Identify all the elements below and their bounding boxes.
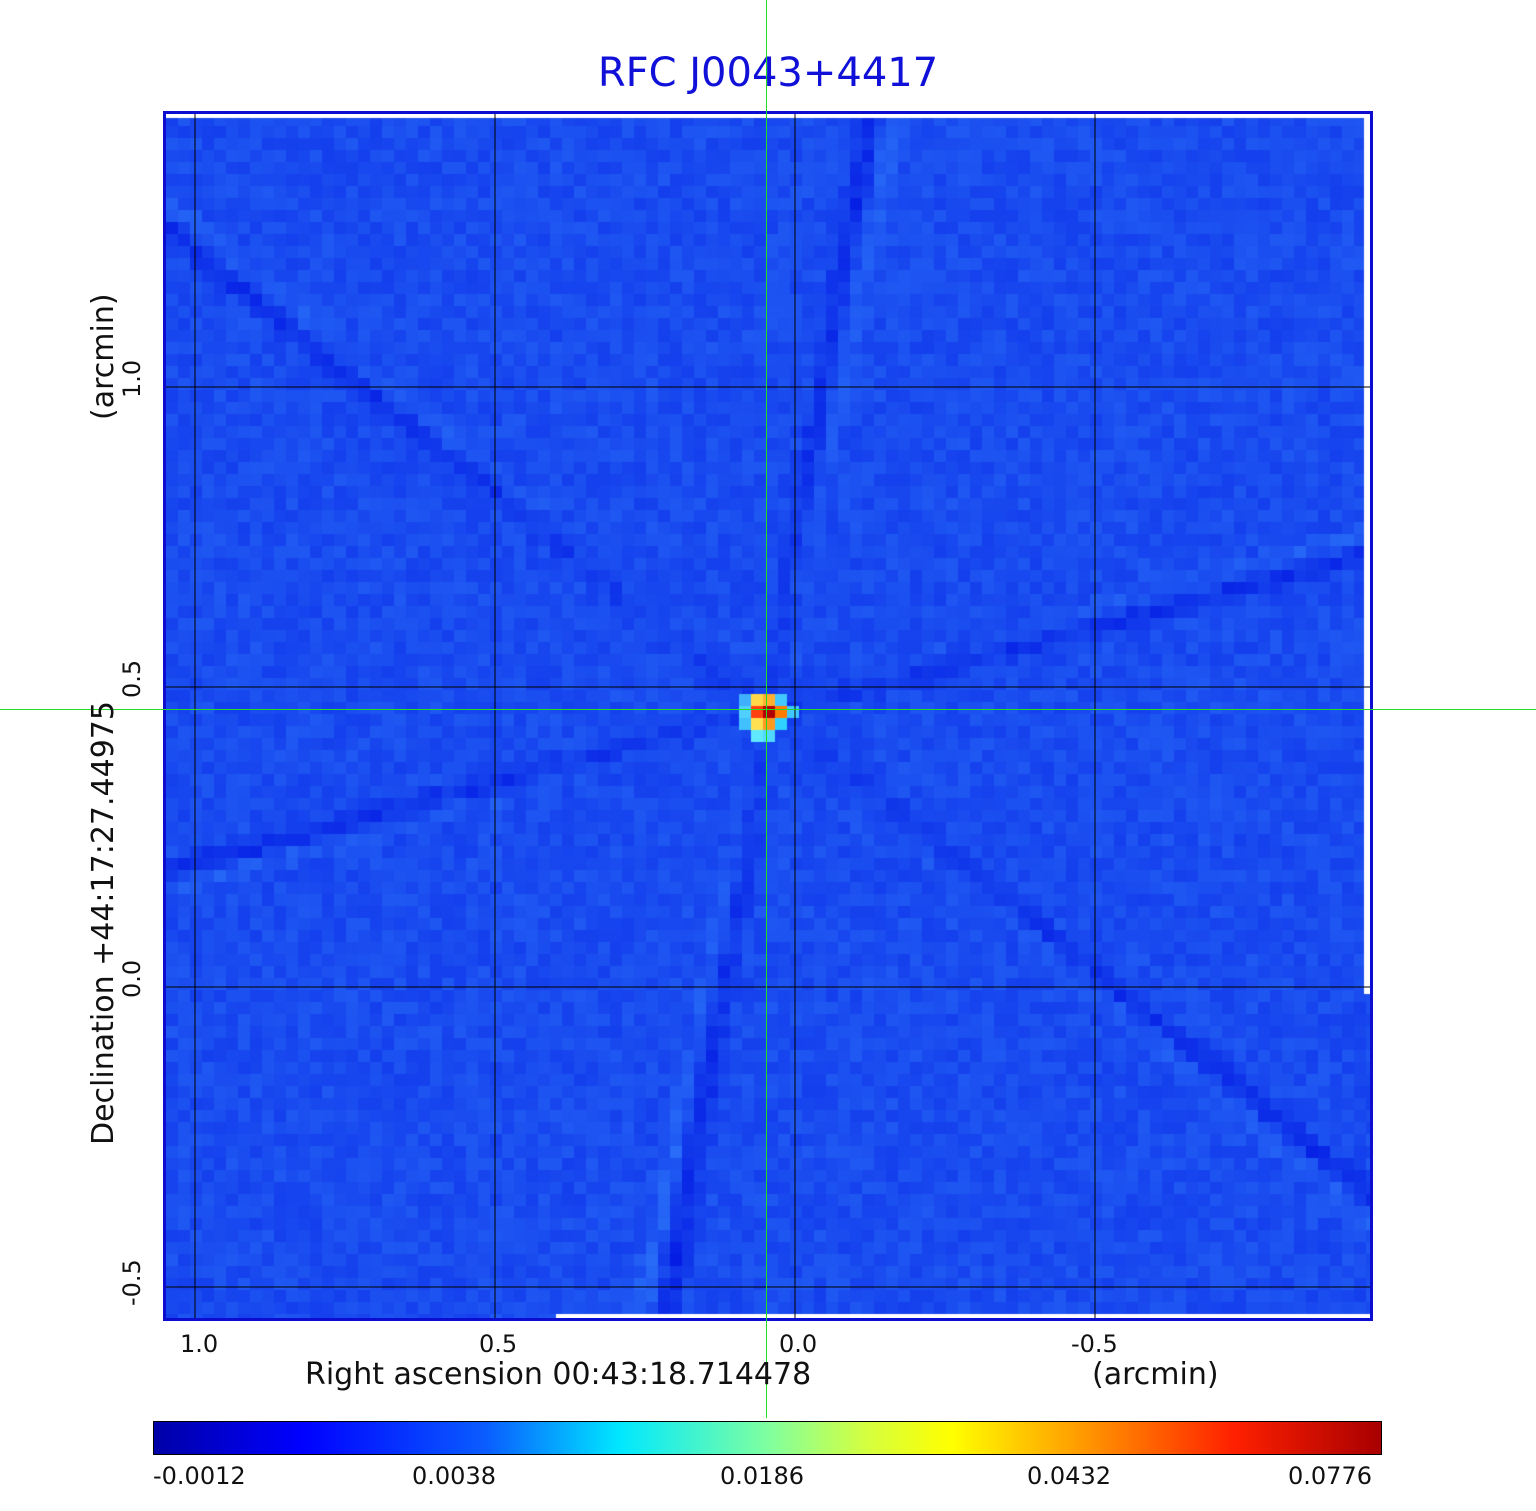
x-tick-0.5: 0.5 — [479, 1330, 518, 1358]
radio-map-image[interactable] — [166, 114, 1370, 1318]
colorbar-tick-4: 0.0776 — [1288, 1462, 1372, 1490]
radio-map-panel[interactable] — [163, 111, 1373, 1321]
x-tick-1.0: 1.0 — [180, 1330, 219, 1358]
colorbar-tick-1: 0.0038 — [412, 1462, 496, 1490]
y-axis-label: Declination +44:17:27.44975 — [86, 701, 121, 1145]
colorbar-tick-3: 0.0432 — [1027, 1462, 1111, 1490]
y-tick-0.5: 0.5 — [118, 659, 146, 698]
crosshair-horizontal — [0, 709, 1536, 710]
x-tick-0.0: 0.0 — [779, 1330, 818, 1358]
colorbar — [153, 1421, 1382, 1455]
y-tick-1.0: 1.0 — [118, 359, 146, 398]
y-tick-0.0: 0.0 — [118, 959, 146, 998]
x-axis-label: Right ascension 00:43:18.714478 — [305, 1357, 812, 1392]
x-axis-unit: (arcmin) — [1092, 1357, 1219, 1392]
coordinate-grid — [166, 114, 1370, 1318]
x-tick-neg0.5: -0.5 — [1071, 1330, 1118, 1358]
image-title: RFC J0043+4417 — [597, 50, 939, 96]
y-tick-neg0.5: -0.5 — [118, 1259, 146, 1306]
colorbar-tick-0: -0.0012 — [153, 1462, 246, 1490]
colorbar-tick-2: 0.0186 — [720, 1462, 804, 1490]
y-axis-unit: (arcmin) — [86, 293, 121, 420]
